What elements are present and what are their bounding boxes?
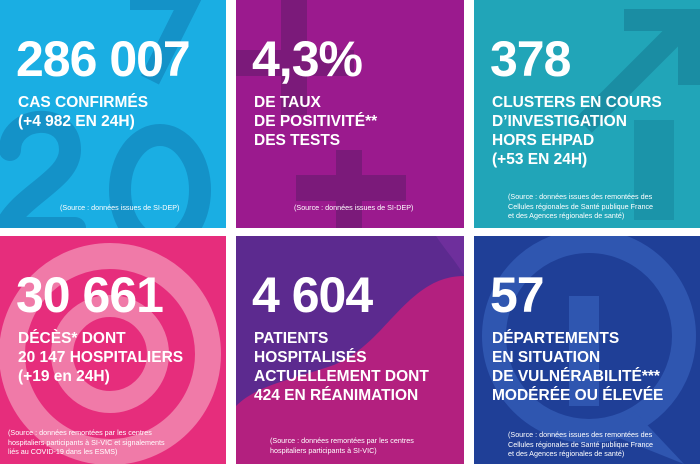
label-line: (+4 982 EN 24H) bbox=[18, 113, 135, 130]
source-line: hospitaliers participants à SI-VIC et si… bbox=[8, 437, 165, 447]
label-line: (+19 en 24H) bbox=[18, 368, 110, 385]
departments-label: DÉPARTEMENTS EN SITUATION DE VULNÉRABILI… bbox=[492, 329, 663, 405]
label-line: MODÉRÉE OU ÉLEVÉE bbox=[492, 387, 664, 404]
source-note: (Source : données remontées par les cent… bbox=[270, 436, 414, 455]
label-line: (+53 EN 24H) bbox=[492, 151, 588, 168]
clusters-label: CLUSTERS EN COURS D’INVESTIGATION HORS E… bbox=[492, 93, 662, 169]
source-note: (Source : données issues des remontées d… bbox=[508, 430, 653, 459]
tile-clusters: 378 CLUSTERS EN COURS D’INVESTIGATION HO… bbox=[474, 0, 700, 228]
arrow-up-right-decoration-icon bbox=[576, 9, 700, 220]
confirmed-cases-label: CAS CONFIRMÉS (+4 982 EN 24H) bbox=[18, 93, 148, 131]
tile-confirmed-cases: 286 007 CAS CONFIRMÉS (+4 982 EN 24H) (S… bbox=[0, 0, 226, 228]
label-line: EN SITUATION bbox=[492, 349, 601, 366]
source-note: (Source : données issues de SI-DEP) bbox=[60, 203, 179, 213]
tile-positivity-rate: 4,3% DE TAUX DE POSITIVITÉ** DES TESTS (… bbox=[236, 0, 464, 228]
label-line: CLUSTERS EN COURS bbox=[492, 94, 662, 111]
departments-value: 57 bbox=[490, 267, 545, 323]
source-note: (Source : données issues de SI-DEP) bbox=[294, 203, 413, 213]
hospitalised-label: PATIENTS HOSPITALISÉS ACTUELLEMENT DONT … bbox=[254, 329, 429, 405]
label-line: DE VULNÉRABILITÉ*** bbox=[492, 368, 660, 385]
tile-deaths: 30 661 DÉCÈS* DONT 20 147 HOSPITALIERS (… bbox=[0, 236, 226, 464]
plus-minus-decoration-icon bbox=[236, 0, 406, 228]
label-line: DES TESTS bbox=[254, 132, 341, 149]
deaths-value: 30 661 bbox=[16, 267, 164, 323]
digits-decoration-icon bbox=[0, 0, 211, 228]
source-line: (Source : données issues de SI-DEP) bbox=[60, 203, 180, 212]
label-line: ACTUELLEMENT DONT bbox=[254, 368, 429, 385]
info-bubble-decoration-icon bbox=[482, 236, 696, 464]
confirmed-cases-value: 286 007 bbox=[16, 31, 191, 87]
source-line: (Source : données remontées par les cent… bbox=[8, 428, 152, 437]
label-line: 20 147 HOSPITALIERS bbox=[18, 349, 184, 366]
source-line: Cellules régionales de Santé publique Fr… bbox=[508, 201, 654, 211]
wave-decoration-icon bbox=[236, 236, 464, 464]
label-line: DE POSITIVITÉ** bbox=[254, 113, 378, 130]
positivity-rate-label: DE TAUX DE POSITIVITÉ** DES TESTS bbox=[254, 93, 377, 150]
source-line: (Source : données issues de SI-DEP) bbox=[294, 203, 414, 212]
target-circle-decoration-icon bbox=[0, 243, 221, 464]
source-line: et des Agences régionales de santé) bbox=[508, 211, 625, 220]
source-note: (Source : données issues des remontées d… bbox=[508, 192, 653, 221]
label-line: DE TAUX bbox=[254, 94, 321, 111]
hospitalised-value: 4 604 bbox=[252, 267, 373, 323]
deaths-label: DÉCÈS* DONT 20 147 HOSPITALIERS (+19 en … bbox=[18, 329, 183, 386]
source-note: (Source : données remontées par les cent… bbox=[8, 428, 165, 457]
label-line: HOSPITALISÉS bbox=[254, 349, 367, 366]
source-line: (Source : données issues des remontées d… bbox=[508, 192, 653, 201]
tile-hospitalised: 4 604 PATIENTS HOSPITALISÉS ACTUELLEMENT… bbox=[236, 236, 464, 464]
label-line: PATIENTS bbox=[254, 330, 329, 347]
source-line: liés au COVID-19 dans les ESMS) bbox=[8, 447, 118, 456]
positivity-rate-value: 4,3% bbox=[252, 31, 363, 87]
source-line: Cellules régionales de Santé publique Fr… bbox=[508, 439, 654, 449]
tile-departments: 57 DÉPARTEMENTS EN SITUATION DE VULNÉRAB… bbox=[474, 236, 700, 464]
label-line: DÉCÈS* DONT bbox=[18, 330, 126, 347]
source-line: hospitaliers participants à SI-VIC) bbox=[270, 445, 377, 455]
label-line: D’INVESTIGATION bbox=[492, 113, 627, 130]
label-line: 424 EN RÉANIMATION bbox=[254, 387, 419, 404]
source-line: (Source : données remontées par les cent… bbox=[270, 436, 414, 445]
clusters-value: 378 bbox=[490, 31, 571, 87]
label-line: CAS CONFIRMÉS bbox=[18, 94, 149, 111]
source-line: et des Agences régionales de santé) bbox=[508, 449, 625, 458]
source-line: (Source : données issues des remontées d… bbox=[508, 430, 653, 439]
label-line: HORS EHPAD bbox=[492, 132, 595, 149]
label-line: DÉPARTEMENTS bbox=[492, 330, 620, 347]
